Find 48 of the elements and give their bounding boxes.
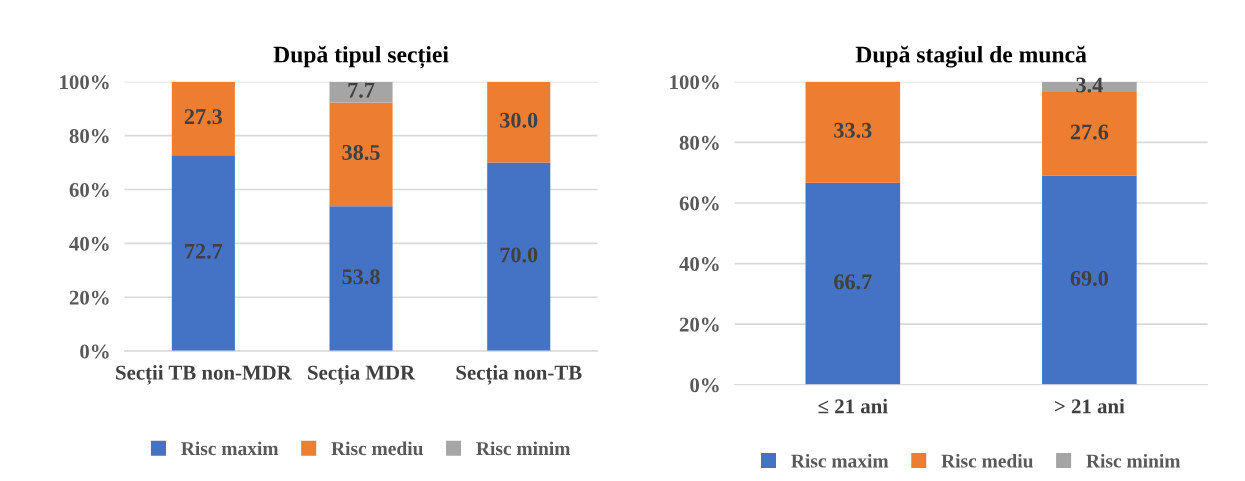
data-label: 66.7 xyxy=(834,274,872,290)
chart-title: După stagiul de muncă xyxy=(855,45,1087,68)
bar xyxy=(487,81,551,163)
y-tick-label: 40% xyxy=(69,236,109,251)
bar xyxy=(487,162,551,352)
x-tick-label: Secția MDR xyxy=(308,365,416,385)
legend-label: Risc minim xyxy=(476,441,571,456)
data-label: 3.4 xyxy=(1076,77,1103,93)
y-tick-label: 0% xyxy=(690,378,719,393)
data-label: 7.7 xyxy=(348,82,375,98)
bar xyxy=(805,81,901,183)
x-tick-label: Secții TB non-MDR xyxy=(116,365,292,385)
bar xyxy=(805,182,901,385)
bar xyxy=(171,155,235,352)
y-tick-label: 60% xyxy=(69,182,109,198)
data-label: 70.0 xyxy=(500,247,538,263)
y-tick-label: 20% xyxy=(679,317,719,332)
y-tick-label: 80% xyxy=(679,135,719,150)
data-label: 53.8 xyxy=(342,269,380,285)
bar xyxy=(1042,92,1137,176)
bar xyxy=(329,81,393,103)
bar xyxy=(329,206,393,352)
data-label: 27.3 xyxy=(184,109,223,125)
legend-label: Risc maxim xyxy=(181,441,279,456)
x-tick-label: Secția non-TB xyxy=(456,365,582,385)
legend-label: Risc mediu xyxy=(941,453,1033,468)
data-label: 33.3 xyxy=(834,122,872,138)
legend-label: Risc maxim xyxy=(791,453,889,468)
data-label: 30.0 xyxy=(500,112,538,128)
y-tick-label: 100% xyxy=(60,75,109,90)
bar xyxy=(1042,175,1137,385)
y-tick-label: 100% xyxy=(670,75,719,90)
x-tick-label: ≤ 21 ani xyxy=(818,398,888,414)
y-tick-label: 40% xyxy=(679,256,719,272)
data-label: 27.6 xyxy=(1070,124,1109,140)
chart-title: După tipul secției xyxy=(273,45,449,69)
y-tick-label: 20% xyxy=(69,290,109,305)
legend-label: Risc mediu xyxy=(331,441,423,456)
y-tick-label: 80% xyxy=(69,129,109,144)
legend-label: Risc minim xyxy=(1086,453,1181,468)
y-tick-label: 0% xyxy=(80,344,109,359)
bar xyxy=(171,81,235,156)
data-label: 38.5 xyxy=(342,144,380,161)
y-tick-label: 60% xyxy=(679,196,719,211)
bar xyxy=(329,102,393,207)
data-label: 72.7 xyxy=(185,243,223,259)
x-tick-label: > 21 ani xyxy=(1054,398,1125,414)
data-label: 69.0 xyxy=(1070,270,1108,286)
